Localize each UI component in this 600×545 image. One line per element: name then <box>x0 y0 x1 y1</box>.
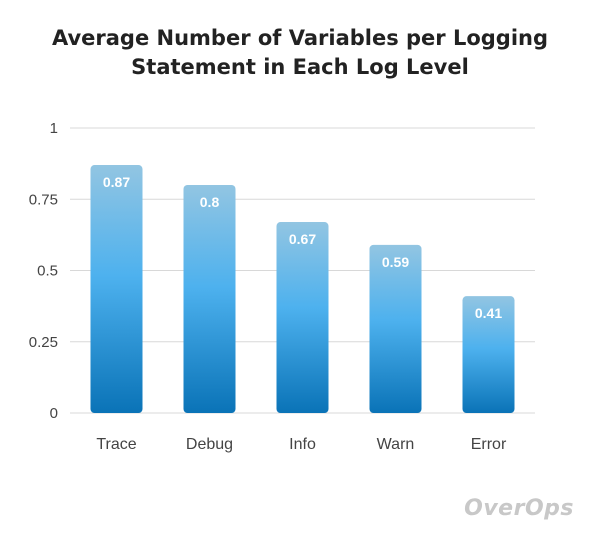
bar-value-label: 0.67 <box>289 231 316 247</box>
bar-value-label: 0.41 <box>475 305 502 321</box>
y-axis-ticks: 0 0.25 0.5 0.75 1 <box>29 120 58 422</box>
x-tick-label: Debug <box>186 436 233 453</box>
bar-value-label: 0.59 <box>382 254 409 270</box>
x-axis-ticks: Trace Debug Info Warn Error <box>96 436 507 453</box>
y-tick-label: 1 <box>50 120 58 137</box>
x-tick-label: Warn <box>377 436 415 453</box>
bar-value-label: 0.87 <box>103 174 130 190</box>
bar-trace <box>90 165 143 413</box>
y-tick-label: 0.25 <box>29 334 58 351</box>
bar-error <box>462 296 515 413</box>
x-tick-label: Error <box>471 436 507 453</box>
bar-warn <box>369 244 422 413</box>
x-tick-label: Info <box>289 436 316 453</box>
y-tick-label: 0.75 <box>29 191 58 208</box>
bar-debug <box>183 185 236 413</box>
chart-title-line-1: Average Number of Variables per Logging <box>51 26 549 50</box>
bars: 0.87 0.8 0.67 0.59 0.41 <box>90 165 515 413</box>
overops-logo: OverOps <box>464 496 574 521</box>
chart-title-line-2: Statement in Each Log Level <box>131 55 469 79</box>
y-tick-label: 0.5 <box>37 263 58 280</box>
y-tick-label: 0 <box>50 405 58 422</box>
bar-info <box>276 222 329 413</box>
bar-value-label: 0.8 <box>200 194 220 210</box>
chart-title: Average Number of Variables per Logging … <box>0 24 600 82</box>
x-tick-label: Trace <box>96 436 136 453</box>
